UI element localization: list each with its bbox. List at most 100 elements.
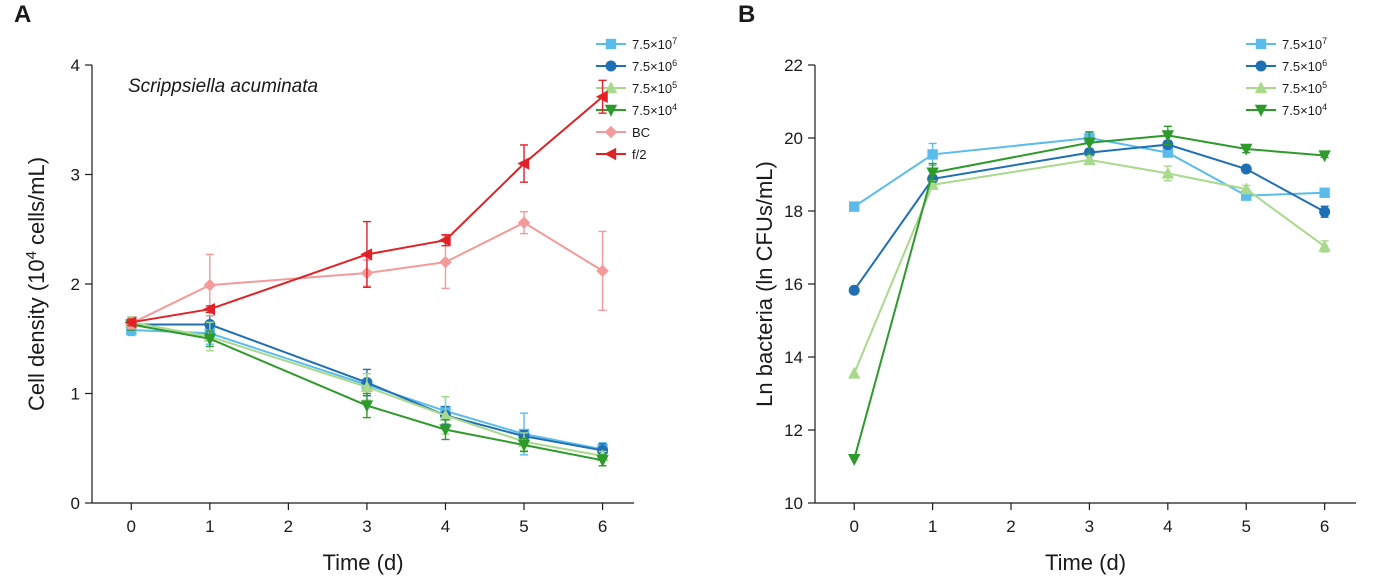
data-point xyxy=(1319,187,1330,198)
legend-marker xyxy=(1255,38,1267,50)
legend-marker xyxy=(1254,81,1268,94)
data-point xyxy=(596,264,609,278)
legend-label: 7.5×106 xyxy=(1282,58,1327,74)
legend-marker xyxy=(604,125,618,139)
x-tick-label: 1 xyxy=(928,517,937,536)
y-tick-label: 12 xyxy=(784,421,803,440)
data-point xyxy=(517,439,531,452)
legend-label: f/2 xyxy=(632,147,646,162)
legend-label: 7.5×104 xyxy=(632,102,677,118)
series-line xyxy=(131,321,603,457)
panel-label: A xyxy=(14,1,31,28)
data-point xyxy=(848,454,861,466)
data-point xyxy=(848,284,860,296)
x-tick-label: 4 xyxy=(1163,517,1172,536)
legend-marker xyxy=(605,60,617,72)
x-tick-label: 0 xyxy=(127,517,136,536)
data-point xyxy=(1241,190,1252,201)
legend-label: 7.5×107 xyxy=(1282,36,1327,52)
y-tick-label: 1 xyxy=(71,385,80,404)
y-tick-label: 3 xyxy=(71,166,80,185)
series-line xyxy=(131,95,604,324)
x-axis-label: Time (d) xyxy=(1045,550,1126,575)
legend-entry: 7.5×106 xyxy=(1246,58,1327,74)
data-point xyxy=(124,316,137,329)
data-point xyxy=(1318,150,1331,163)
x-tick-label: 4 xyxy=(441,517,450,536)
data-point xyxy=(517,157,530,170)
legend-marker xyxy=(604,104,618,117)
x-tick-label: 2 xyxy=(284,517,293,536)
x-tick-label: 3 xyxy=(1085,517,1094,536)
legend-label: BC xyxy=(632,125,650,140)
data-point xyxy=(1240,182,1253,195)
x-tick-label: 6 xyxy=(1320,517,1329,536)
data-point xyxy=(517,216,531,229)
x-tick-label: 5 xyxy=(519,517,528,536)
legend-marker xyxy=(1255,60,1267,72)
x-tick-label: 3 xyxy=(362,517,371,536)
data-point xyxy=(1240,163,1252,175)
data-point xyxy=(1083,137,1096,150)
data-point xyxy=(849,201,860,212)
data-point xyxy=(1161,130,1175,143)
data-point xyxy=(439,424,452,437)
data-point xyxy=(439,255,452,269)
legend-entry: BC xyxy=(596,125,650,140)
legend-entry: f/2 xyxy=(596,147,646,162)
y-tick-label: 16 xyxy=(784,275,803,294)
series-line xyxy=(131,323,603,452)
y-tick-label: 14 xyxy=(784,348,803,367)
data-point xyxy=(360,380,374,393)
x-tick-label: 1 xyxy=(205,517,214,536)
series-line xyxy=(131,328,603,451)
data-point xyxy=(439,408,452,421)
series-line xyxy=(853,136,1325,208)
legend-marker xyxy=(605,38,617,50)
legend-label: 7.5×105 xyxy=(632,80,677,96)
legend-label: 7.5×106 xyxy=(632,58,677,74)
data-point xyxy=(927,149,938,160)
data-point xyxy=(203,278,217,292)
y-tick-label: 0 xyxy=(71,494,80,513)
series-line xyxy=(853,143,1326,291)
data-point xyxy=(1319,206,1331,218)
data-point xyxy=(596,455,609,467)
data-point xyxy=(1083,153,1096,166)
legend-label: 7.5×107 xyxy=(632,36,677,52)
data-point xyxy=(1161,166,1175,179)
y-tick-label: 20 xyxy=(784,129,803,148)
data-point xyxy=(203,333,217,346)
series-line xyxy=(853,158,1326,374)
data-point xyxy=(360,400,374,413)
data-point xyxy=(1318,239,1331,252)
y-tick-label: 22 xyxy=(784,56,803,75)
legend-entry: 7.5×105 xyxy=(596,80,677,96)
x-tick-label: 6 xyxy=(598,517,607,536)
series-line xyxy=(130,221,604,325)
y-tick-label: 4 xyxy=(71,56,80,75)
x-tick-label: 0 xyxy=(849,517,858,536)
legend-entry: 7.5×107 xyxy=(1246,36,1327,52)
y-axis-label: Cell density (104 cells/mL) xyxy=(23,157,50,411)
data-point xyxy=(848,366,861,379)
series-line xyxy=(853,134,1325,460)
data-point xyxy=(360,248,373,261)
series-line xyxy=(131,323,603,462)
series-5 xyxy=(124,79,608,329)
panel-label: B xyxy=(738,1,755,28)
data-point xyxy=(438,234,451,247)
y-tick-label: 18 xyxy=(784,202,803,221)
data-point xyxy=(926,167,939,180)
data-point xyxy=(595,90,608,103)
x-axis-label: Time (d) xyxy=(322,550,403,575)
data-point xyxy=(1240,143,1253,156)
x-tick-label: 5 xyxy=(1241,517,1250,536)
legend-label: 7.5×104 xyxy=(1282,102,1327,118)
legend-entry: 7.5×104 xyxy=(596,102,677,118)
legend-marker xyxy=(604,147,617,161)
species-annotation: Scrippsiella acuminata xyxy=(128,76,318,97)
series-2 xyxy=(848,153,1331,379)
